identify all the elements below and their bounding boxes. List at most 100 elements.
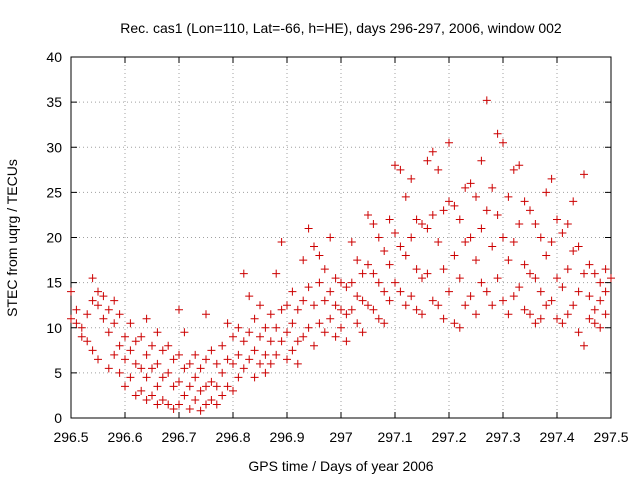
data-point: [585, 314, 594, 323]
data-point: [234, 323, 243, 332]
data-point: [364, 301, 372, 310]
data-point: [504, 256, 513, 265]
data-point: [574, 287, 583, 296]
data-point: [380, 247, 389, 256]
data-point: [466, 179, 475, 188]
data-point: [601, 310, 610, 319]
data-point: [104, 364, 113, 373]
data-point: [418, 310, 426, 319]
data-point: [148, 341, 156, 350]
data-point: [401, 301, 410, 310]
data-point: [482, 287, 491, 296]
data-point: [520, 305, 529, 314]
data-point: [239, 364, 248, 373]
x-tick-label: 297.1: [377, 429, 412, 445]
data-point: [396, 287, 405, 296]
data-point: [455, 215, 464, 224]
data-point: [245, 328, 254, 337]
data-point: [126, 319, 135, 328]
data-point: [110, 350, 119, 359]
data-point: [531, 274, 540, 283]
data-point: [239, 337, 248, 346]
data-point: [434, 238, 443, 247]
data-point: [391, 161, 399, 170]
data-point: [445, 287, 453, 296]
data-point: [266, 337, 275, 346]
data-point: [142, 373, 151, 382]
data-point: [115, 310, 124, 319]
data-point: [407, 292, 416, 301]
data-point: [439, 206, 448, 215]
data-point: [148, 364, 156, 373]
data-point: [547, 238, 556, 247]
data-point: [472, 192, 480, 201]
data-point: [256, 359, 264, 368]
data-point: [223, 355, 232, 364]
data-point: [261, 368, 270, 377]
data-point: [175, 350, 183, 359]
data-points: [67, 96, 615, 415]
data-point: [536, 314, 545, 323]
data-point: [310, 341, 318, 350]
data-point: [229, 386, 237, 395]
data-point: [261, 350, 270, 359]
y-tick-label: 0: [54, 410, 62, 426]
data-point: [337, 305, 345, 314]
x-tick-label: 296.5: [53, 429, 88, 445]
data-point: [266, 310, 275, 319]
data-point: [499, 233, 507, 242]
data-point: [175, 400, 183, 409]
data-point: [142, 395, 151, 404]
data-point: [175, 377, 183, 386]
data-point: [261, 323, 270, 332]
data-point: [563, 265, 572, 274]
data-point: [326, 233, 335, 242]
data-point: [585, 260, 594, 269]
data-point: [542, 188, 551, 197]
data-point: [99, 314, 108, 323]
data-point: [191, 395, 200, 404]
data-point: [337, 278, 345, 287]
data-point: [121, 355, 129, 364]
data-point: [385, 260, 394, 269]
data-point: [455, 323, 464, 332]
y-axis-title: STEC from uqrg / TECUs: [4, 159, 20, 317]
data-point: [499, 138, 507, 147]
data-point: [553, 274, 561, 283]
data-point: [180, 364, 189, 373]
data-point: [250, 314, 259, 323]
data-point: [320, 265, 329, 274]
data-point: [563, 219, 572, 228]
data-point: [158, 395, 167, 404]
data-point: [472, 256, 480, 265]
data-point: [558, 228, 567, 237]
data-point: [67, 287, 75, 296]
data-point: [104, 305, 113, 314]
data-point: [304, 283, 313, 292]
data-point: [212, 382, 221, 391]
data-point: [423, 156, 432, 165]
data-point: [542, 251, 551, 260]
data-point: [374, 314, 383, 323]
data-point: [283, 355, 291, 364]
data-point: [126, 373, 135, 382]
data-point: [342, 310, 351, 319]
data-point: [396, 165, 405, 174]
data-point: [326, 314, 335, 323]
data-point: [234, 350, 243, 359]
data-point: [94, 287, 102, 296]
data-point: [94, 355, 102, 364]
data-point: [418, 274, 426, 283]
data-point: [99, 292, 108, 301]
data-point: [526, 206, 534, 215]
data-point: [250, 346, 259, 355]
data-point: [574, 328, 583, 337]
data-point: [137, 332, 146, 341]
data-point: [461, 238, 470, 247]
data-point: [315, 251, 324, 260]
data-point: [299, 296, 308, 305]
data-point: [596, 296, 605, 305]
data-point: [477, 224, 486, 233]
data-point: [515, 161, 524, 170]
data-point: [482, 206, 491, 215]
